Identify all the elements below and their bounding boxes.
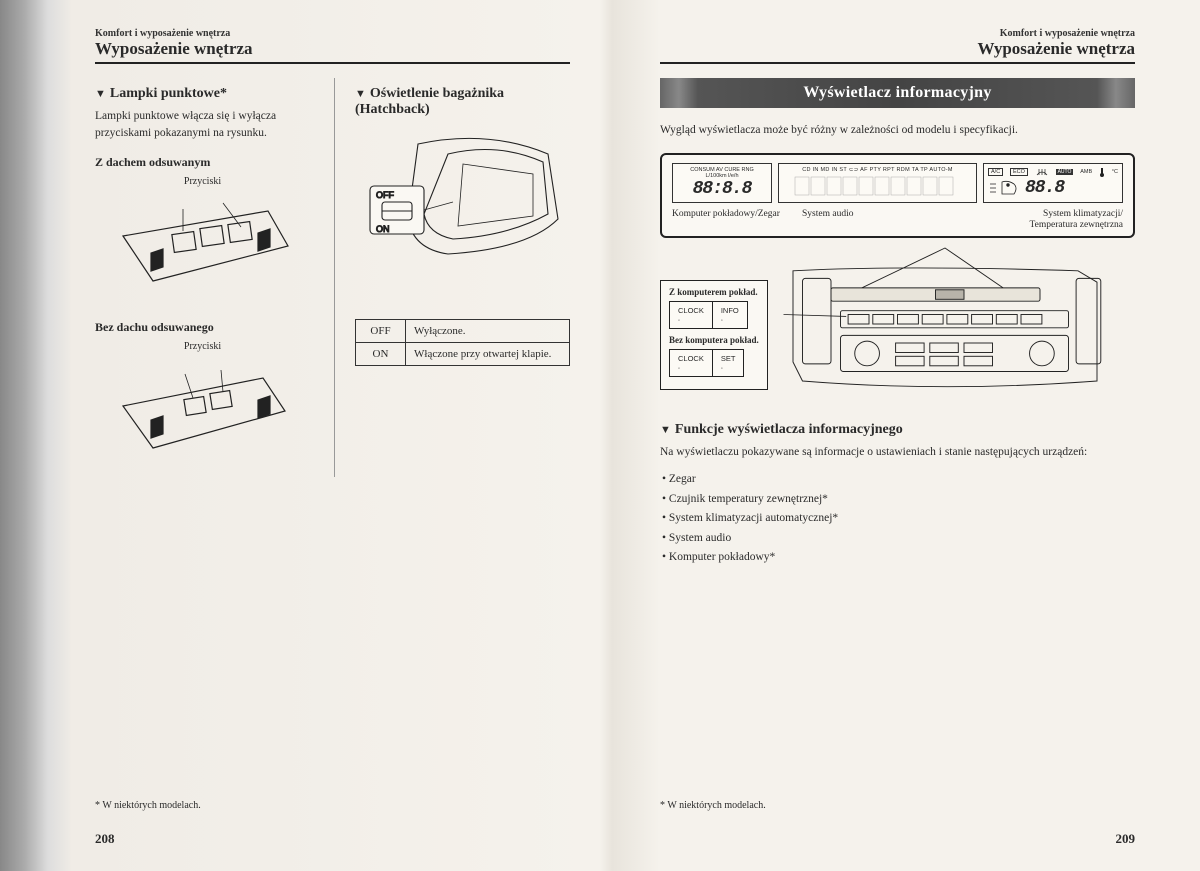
eco-box: ECO: [1010, 168, 1028, 176]
clock-button[interactable]: CLOCK◦: [669, 301, 713, 329]
list-item: System klimatyzacji automatycznej*: [662, 509, 1135, 529]
intro-text: Wygląd wyświetlacza może być różny w zal…: [660, 122, 1135, 139]
defrost-icon: [1035, 167, 1049, 177]
clock-button-2[interactable]: CLOCK◦: [669, 349, 713, 377]
lcd-right-digits: 88.8: [1025, 178, 1064, 198]
set-button[interactable]: SET◦: [713, 349, 745, 377]
func-text: Na wyświetlaczu pokazywane są informacje…: [660, 444, 1135, 461]
page-number-left: 208: [95, 831, 115, 847]
col-left: Lampki punktowe* Lampki punktowe włącza …: [95, 78, 310, 477]
two-columns: Lampki punktowe* Lampki punktowe włącza …: [95, 78, 570, 477]
dashboard-area: Z komputerem pokład. CLOCK◦ INFO◦ Bez ko…: [660, 244, 1135, 404]
lcd-climate: A/C ECO AUTO AMB °C: [983, 163, 1123, 203]
lcd-row: CONSUM AV CURE RNG L/100km l/e/h 88:8.8 …: [672, 163, 1123, 203]
airflow-icon: [988, 178, 1022, 198]
section-title-r: Wyposażenie wnętrza: [660, 39, 1135, 64]
deg-c: °C: [1112, 169, 1118, 175]
svg-text:OFF: OFF: [376, 190, 394, 200]
chapter-title-r: Komfort i wyposażenie wnętrza: [660, 28, 1135, 39]
button-callout-box: Z komputerem pokład. CLOCK◦ INFO◦ Bez ko…: [660, 280, 768, 390]
list-item: System audio: [662, 529, 1135, 549]
list-item: Czujnik temperatury zewnętrznej*: [662, 490, 1135, 510]
table-row: ON Włączone przy otwartej klapie.: [356, 343, 570, 366]
lbl-with-computer: Z komputerem pokład.: [669, 287, 759, 297]
lcd-unit-label: L/100km l/e/h: [705, 173, 738, 179]
section-title: Wyposażenie wnętrza: [95, 39, 570, 64]
diagram-hatchback: OFF ON: [355, 124, 570, 279]
cell-off: OFF: [356, 320, 406, 343]
functions-list: Zegar Czujnik temperatury zewnętrznej* S…: [660, 470, 1135, 568]
thermometer-icon: [1099, 167, 1105, 177]
diagram-overhead-sunroof: [95, 191, 310, 296]
lampki-text: Lampki punktowe włącza się i wyłącza prz…: [95, 108, 310, 141]
ac-box: A/C: [988, 168, 1003, 176]
lcd-dot-matrix: [793, 175, 963, 197]
lcd-labels-row: Komputer pokładowy/Zegar System audio Sy…: [672, 209, 1123, 232]
cell-on: ON: [356, 343, 406, 366]
caption-przyciski-1: Przyciski: [95, 176, 310, 187]
page-left: Komfort i wyposażenie wnętrza Wyposażeni…: [0, 0, 618, 871]
svg-text:ON: ON: [376, 224, 390, 234]
footnote-right: * W niektórych modelach.: [660, 800, 766, 811]
cell-on-desc: Włączone przy otwartej klapie.: [406, 343, 570, 366]
lbl-audio: System audio: [802, 209, 978, 232]
lcd-audio-labels: CD IN MD IN ST ⊂⊃ AF PTY RPT RDM TA TP A…: [783, 167, 972, 173]
lcd-audio: CD IN MD IN ST ⊂⊃ AF PTY RPT RDM TA TP A…: [778, 163, 977, 203]
info-button[interactable]: INFO◦: [713, 301, 748, 329]
chapter-title: Komfort i wyposażenie wnętrza: [95, 28, 570, 39]
heading-lampki: Lampki punktowe*: [95, 86, 310, 102]
lbl-without-computer: Bez komputera pokład.: [669, 335, 759, 345]
cell-off-desc: Wyłączone.: [406, 320, 570, 343]
heading-trunk-light: Oświetlenie bagażnika (Hatchback): [355, 86, 570, 118]
lcd-left-digits: 88:8.8: [677, 179, 767, 199]
book-spread: Komfort i wyposażenie wnętrza Wyposażeni…: [0, 0, 1200, 871]
lcd-display-box: CONSUM AV CURE RNG L/100km l/e/h 88:8.8 …: [660, 153, 1135, 238]
trunk-light-table: OFF Wyłączone. ON Włączone przy otwartej…: [355, 319, 570, 366]
diagram-overhead-no-sunroof: [95, 356, 310, 461]
list-item: Komputer pokładowy*: [662, 548, 1135, 568]
col-right: Oświetlenie bagażnika (Hatchback) OFF: [334, 78, 570, 477]
auto-box: AUTO: [1056, 169, 1074, 175]
table-row: OFF Wyłączone.: [356, 320, 570, 343]
page-right: Komfort i wyposażenie wnętrza Wyposażeni…: [618, 0, 1200, 871]
footnote-left: * W niektórych modelach.: [95, 800, 201, 811]
page-number-right: 209: [1116, 831, 1136, 847]
lbl-trip-computer: Komputer pokładowy/Zegar: [672, 209, 802, 232]
amb-label: AMB: [1080, 169, 1092, 175]
sub-no-sunroof: Bez dachu odsuwanego: [95, 320, 310, 335]
lcd-trip-computer: CONSUM AV CURE RNG L/100km l/e/h 88:8.8: [672, 163, 772, 203]
banner-info-display: Wyświetlacz informacyjny: [660, 78, 1135, 108]
sub-sunroof: Z dachem odsuwanym: [95, 155, 310, 170]
heading-functions: Funkcje wyświetlacza informacyjnego: [660, 422, 1135, 438]
caption-przyciski-2: Przyciski: [95, 341, 310, 352]
lbl-climate: System klimatyzacji/ Temperatura zewnętr…: [978, 209, 1123, 232]
list-item: Zegar: [662, 470, 1135, 490]
